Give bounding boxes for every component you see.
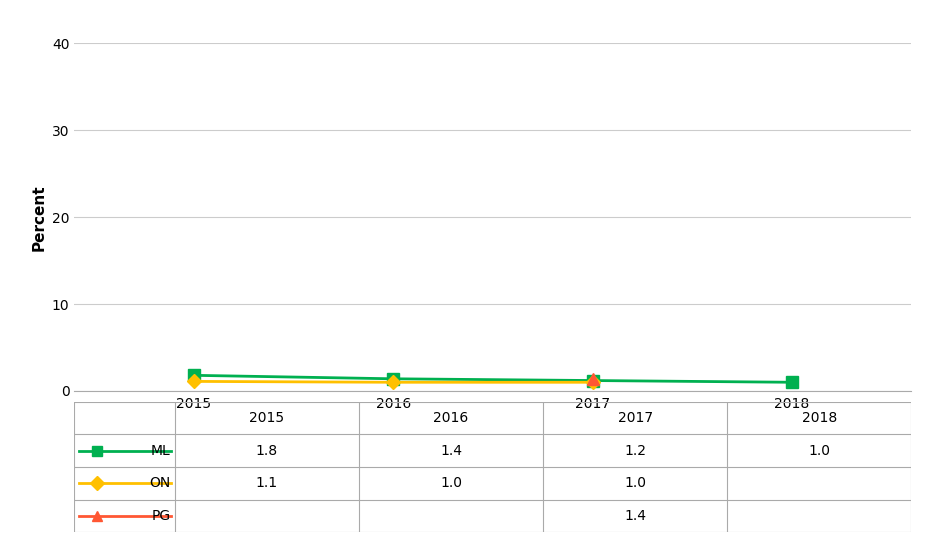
Text: 1.4: 1.4 — [624, 509, 646, 523]
Text: 1.2: 1.2 — [624, 444, 646, 458]
Text: 2018: 2018 — [802, 411, 837, 425]
Text: 1.0: 1.0 — [808, 444, 830, 458]
Y-axis label: Percent: Percent — [32, 184, 46, 250]
Text: 1.8: 1.8 — [256, 444, 278, 458]
Text: 1.1: 1.1 — [256, 476, 278, 490]
Text: 1.0: 1.0 — [440, 476, 462, 490]
Text: ON: ON — [150, 476, 171, 490]
Text: 2015: 2015 — [249, 411, 285, 425]
Text: ML: ML — [151, 444, 171, 458]
Text: 1.4: 1.4 — [440, 444, 462, 458]
Text: 1.0: 1.0 — [624, 476, 646, 490]
Text: 2017: 2017 — [618, 411, 653, 425]
Text: 2016: 2016 — [433, 411, 469, 425]
Text: PG: PG — [152, 509, 171, 523]
